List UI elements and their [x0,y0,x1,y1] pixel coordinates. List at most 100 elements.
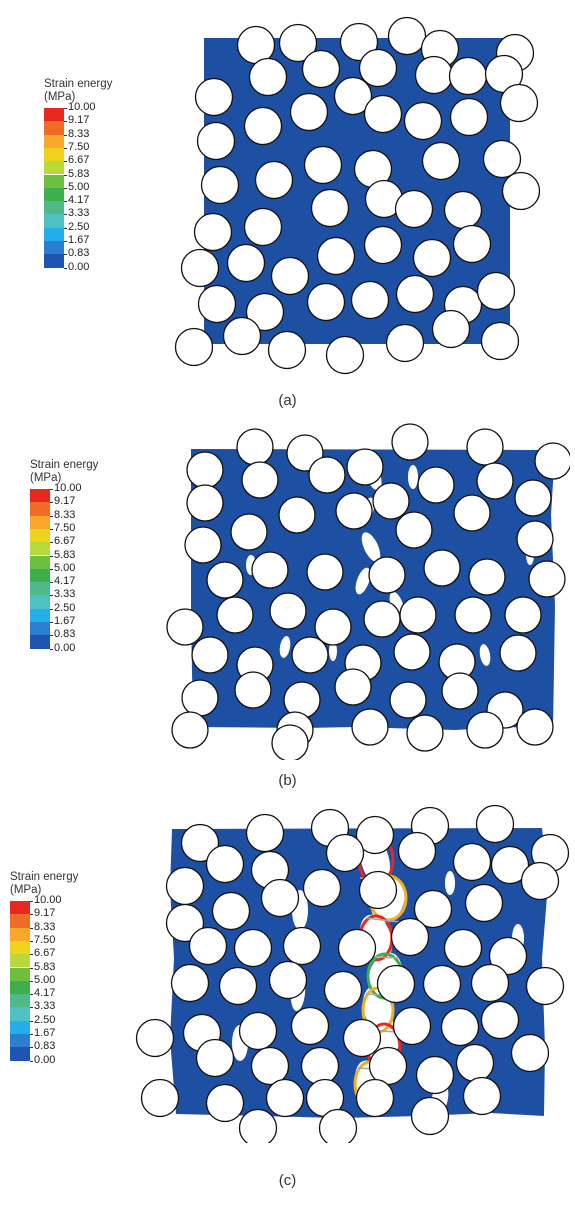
fiber-circle [449,97,489,137]
fiber-circle [363,225,403,265]
fiber-circle [241,461,279,499]
fiber-circle [355,815,395,855]
caption-a: (a) [278,392,297,409]
legend-swatch [10,927,30,941]
legend-tick-label: 3.33 [34,1000,56,1013]
fiber-circle [453,494,491,532]
fiber-circle [390,917,430,957]
legend-tick-label: 9.17 [54,495,76,508]
fiber-circle [194,77,234,117]
legend-swatch [30,542,50,556]
fiber-circle [337,928,377,968]
legend-tick-mark [30,1034,33,1035]
fiber-circle [251,551,289,589]
legend-tick-label: 0.00 [54,641,76,654]
legend-swatch [44,121,64,135]
debond-void [445,871,455,895]
fiber-circle [318,1108,358,1143]
fiber-circle [303,145,343,185]
legend-swatch [30,515,50,529]
legend-swatch [30,528,50,543]
fiber-circle [358,48,398,88]
legend-tick-mark [64,267,67,269]
fiber-circle [422,964,462,1004]
fiber-circle [245,292,285,332]
fiber-circle [222,316,262,356]
fiber-circle [516,520,554,558]
fiber-circle [342,1018,382,1058]
legend-swatch [30,582,50,596]
legend-swatch [30,622,50,636]
fiber-circle [397,831,437,871]
fiber-circle [171,711,209,749]
fiber-circle [233,928,273,968]
legend-swatch [30,568,50,583]
legend-tick-label: 2.50 [54,601,76,614]
legend-swatch [10,914,30,928]
fiber-circle [260,878,300,918]
fiber-circle [140,1078,180,1118]
legend-tick-mark [64,214,67,216]
legend-tick-mark [64,147,67,149]
fiber-circle [525,966,565,1006]
legend-tick-label: 4.17 [68,194,90,207]
legend-title-line1: Strain energy [10,871,79,883]
legend-swatch [44,147,64,162]
fiber-circle [267,330,307,370]
legend-tick-mark [50,542,53,544]
legend-swatch [30,608,50,622]
legend-tick-label: 2.50 [68,220,90,233]
fiber-circle [325,335,365,375]
legend-tick-mark [30,914,33,916]
fiber-circle [466,428,504,466]
legend-tick-label: 0.00 [34,1053,56,1066]
fiber-circle [363,94,403,134]
fiber-circle [238,1011,278,1051]
fiber-circle [195,1038,235,1078]
legend-tick-mark [30,901,33,902]
legend-tick-mark [50,568,53,570]
legend-tick-label: 9.17 [68,114,90,127]
fiber-circle [385,323,425,363]
legend-tick-label: 7.50 [34,933,56,946]
legend-swatch [10,994,30,1008]
fiber-circle [334,668,372,706]
fiber-circle [468,558,506,596]
fiber-circle [480,1000,520,1040]
legend-tick-mark [64,121,67,123]
fiber-circle [368,556,406,594]
legend-a: Strain energy (MPa) 10.00 9.17 8.33 7.50 6.6… [44,78,154,274]
fiber-circle [216,596,254,634]
fiber-circle [290,1006,330,1046]
debond-void [279,636,291,658]
crack-strand [365,917,401,923]
fiber-circle [475,804,515,844]
fiber-circle [399,596,437,634]
fiber-circle [470,963,510,1003]
fiber-circle [306,282,346,322]
fiber-circle [488,936,528,976]
legend-c: Strain energy (MPa) 10.00 9.17 8.33 7.50 6.6… [10,871,120,1067]
fiber-circle [413,889,453,929]
fiber-circle [243,207,283,247]
panel-a: Strain energy (MPa) 10.00 9.17 8.33 7.50 6.6… [0,0,575,420]
caption-b: (b) [278,772,297,789]
legend-swatch [10,967,30,981]
legend-swatch [44,174,64,188]
fiber-matrix-figure-a [174,16,541,375]
fiber-circle [476,271,516,311]
legend-scale: 10.00 9.17 8.33 7.50 6.67 5.83 5.00 4.17 3.33 2.5… [30,483,140,655]
legend-tick-label: 10.00 [68,101,96,113]
legend-swatch [44,227,64,241]
legend-tick-label: 7.50 [68,140,90,153]
fiber-circle [245,813,285,853]
fiber-circle [480,321,520,361]
legend-b: Strain energy (MPa) 10.00 9.17 8.33 7.50 6.6… [30,459,140,655]
legend-swatch [30,555,50,569]
fiber-circle [300,1046,340,1086]
legend-tick-label: 8.33 [34,920,56,933]
fiber-circle [165,866,205,906]
fiber-circle [415,1055,455,1095]
fiber-circle [174,327,214,367]
